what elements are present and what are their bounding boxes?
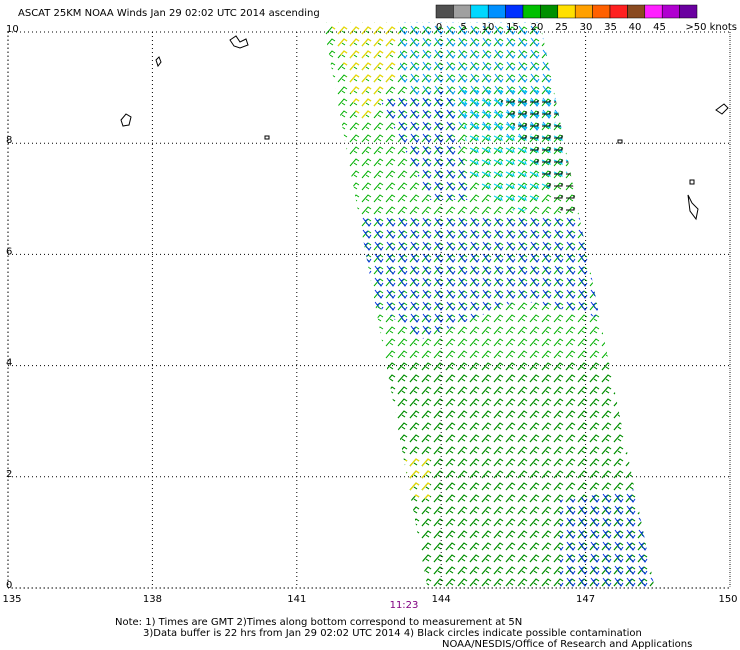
x-tick-label: 144 (432, 594, 451, 605)
note: 3)Data buffer is 22 hrs from Jan 29 02:0… (143, 628, 642, 639)
colorbar-swatch (540, 4, 559, 19)
note: Note: 1) Times are GMT 2)Times along bot… (115, 617, 522, 628)
title: ASCAT 25KM NOAA Winds Jan 29 02:02 UTC 2… (18, 8, 320, 19)
note: NOAA/NESDIS/Office of Research and Appli… (442, 639, 692, 650)
y-tick-label: 4 (6, 358, 12, 369)
colorbar-label: 25 (555, 22, 568, 33)
colorbar-label: 40 (629, 22, 642, 33)
y-tick-label: 2 (6, 469, 12, 480)
y-tick-label: 10 (6, 24, 19, 35)
colorbar-swatch (487, 4, 506, 19)
colorbar-label: 35 (604, 22, 617, 33)
colorbar-swatch (470, 4, 489, 19)
colorbar-swatch (435, 4, 454, 19)
x-tick-label: 141 (287, 594, 306, 605)
colorbar-swatch (522, 4, 541, 19)
colorbar-label: 10 (482, 22, 495, 33)
colorbar-swatch (453, 4, 472, 19)
time-label: 11:23 (390, 600, 419, 611)
colorbar-swatch (592, 4, 611, 19)
colorbar-label: >50 knots (685, 22, 737, 33)
colorbar-label: 0 (436, 22, 442, 33)
colorbar-label: 15 (506, 22, 519, 33)
wind-swath (323, 22, 655, 590)
colorbar-label: 20 (531, 22, 544, 33)
colorbar-swatch (644, 4, 663, 19)
colorbar-swatch (574, 4, 593, 19)
x-tick-label: 138 (143, 594, 162, 605)
x-tick-label: 147 (576, 594, 595, 605)
colorbar-label: 45 (653, 22, 666, 33)
colorbar-swatch (627, 4, 646, 19)
colorbar-swatch (505, 4, 524, 19)
colorbar-label: 30 (580, 22, 593, 33)
x-tick-label: 135 (2, 594, 21, 605)
y-tick-label: 0 (6, 580, 12, 591)
x-tick-label: 150 (718, 594, 737, 605)
y-tick-label: 6 (6, 246, 12, 257)
colorbar-label: 5 (460, 22, 466, 33)
colorbar-swatch (661, 4, 680, 19)
colorbar-swatch (679, 4, 698, 19)
y-tick-label: 8 (6, 135, 12, 146)
colorbar-swatch (609, 4, 628, 19)
colorbar-swatch (557, 4, 576, 19)
islands (120, 35, 729, 221)
